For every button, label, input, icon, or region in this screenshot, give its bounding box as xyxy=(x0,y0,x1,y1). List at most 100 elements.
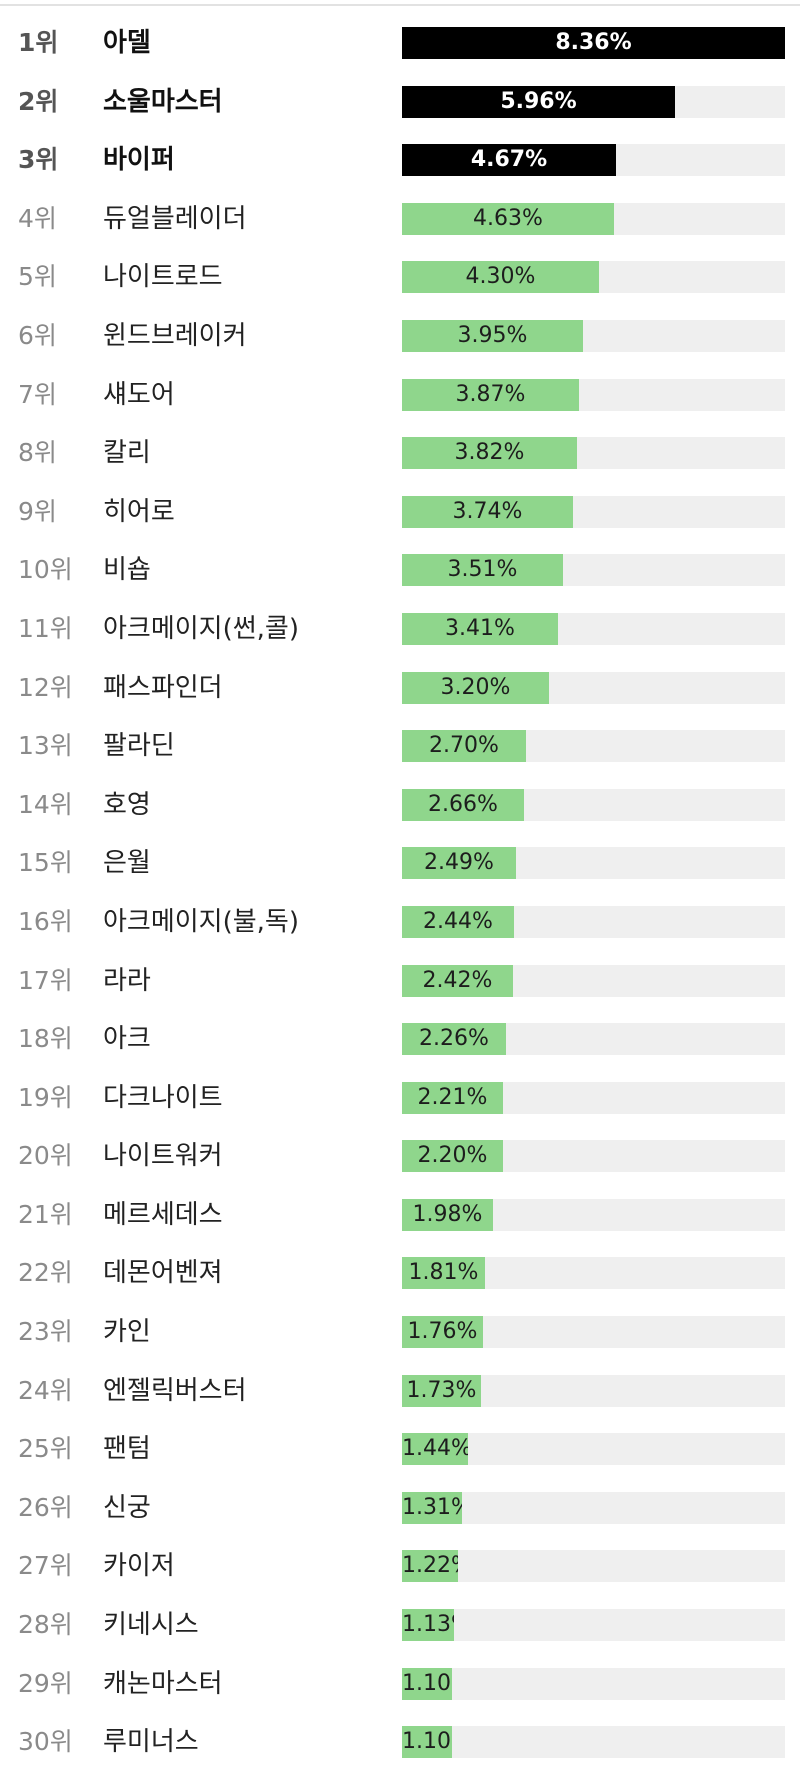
bar-track: 2.66% xyxy=(402,788,785,821)
ranking-row: 13위 팔라딘 2.70% xyxy=(0,717,800,776)
bar-track: 1.76% xyxy=(402,1316,785,1349)
job-name: 팬텀 xyxy=(103,1434,151,1465)
bar-track: 2.26% xyxy=(402,1023,785,1056)
bar-fill: 1.98% xyxy=(402,1198,493,1231)
percent-label: 4.30% xyxy=(465,264,536,290)
rank-label: 21위 xyxy=(18,1199,73,1229)
bar-fill: 3.20% xyxy=(402,671,549,704)
bar-track: 3.87% xyxy=(402,378,785,411)
rank-label: 28위 xyxy=(18,1610,73,1640)
percent-label: 1.44% xyxy=(402,1436,468,1462)
percent-label: 1.22% xyxy=(402,1553,458,1579)
ranking-row: 23위 카인 1.76% xyxy=(0,1303,800,1362)
bar-fill: 3.95% xyxy=(402,319,583,352)
ranking-row: 26위 신궁 1.31% xyxy=(0,1479,800,1538)
job-name: 데몬어벤져 xyxy=(103,1258,223,1289)
bar-track: 2.20% xyxy=(402,1140,785,1173)
bar-fill: 1.31% xyxy=(402,1491,462,1524)
job-name: 카인 xyxy=(103,1317,151,1348)
bar-fill: 4.67% xyxy=(402,144,616,177)
bar-track: 5.96% xyxy=(402,85,785,118)
bar-fill: 1.44% xyxy=(402,1433,468,1466)
bar-fill: 1.10% xyxy=(402,1667,452,1700)
bar-track: 4.30% xyxy=(402,261,785,294)
bar-fill: 1.10% xyxy=(402,1726,452,1759)
ranking-row: 24위 엔젤릭버스터 1.73% xyxy=(0,1362,800,1421)
ranking-row: 5위 나이트로드 4.30% xyxy=(0,248,800,307)
bar-fill: 4.30% xyxy=(402,261,599,294)
rank-label: 16위 xyxy=(18,906,73,936)
rank-label: 9위 xyxy=(18,496,57,526)
percent-label: 3.20% xyxy=(440,674,511,700)
ranking-row: 20위 나이트워커 2.20% xyxy=(0,1127,800,1186)
bar-track: 4.67% xyxy=(402,144,785,177)
rank-label: 7위 xyxy=(18,379,57,409)
bar-track: 8.36% xyxy=(402,27,785,59)
bar-track: 3.20% xyxy=(402,671,785,704)
rank-label: 27위 xyxy=(18,1551,73,1581)
job-name: 메르세데스 xyxy=(103,1199,223,1230)
job-name: 은월 xyxy=(103,848,151,879)
percent-label: 5.96% xyxy=(500,88,577,114)
percent-label: 3.74% xyxy=(452,498,523,524)
bar-track: 1.13% xyxy=(402,1609,785,1642)
job-name: 아크메이지(썬,콜) xyxy=(103,613,299,644)
bar-fill: 2.44% xyxy=(402,905,514,938)
bar-track: 1.31% xyxy=(402,1491,785,1524)
bar-fill: 2.21% xyxy=(402,1081,503,1114)
rank-label: 19위 xyxy=(18,1082,73,1112)
job-name: 비숍 xyxy=(103,555,151,586)
job-name: 호영 xyxy=(103,789,151,820)
ranking-bar-chart: 1위 아델 8.36% 2위 소울마스터 5.96% 3위 바이퍼 4.67% 4위 듀얼블레이더 4… xyxy=(0,14,800,1772)
job-name: 팔라딘 xyxy=(103,731,175,762)
bar-track: 3.82% xyxy=(402,437,785,470)
percent-label: 2.21% xyxy=(417,1084,488,1110)
job-name: 칼리 xyxy=(103,438,151,469)
rank-label: 6위 xyxy=(18,320,57,350)
bar-track: 1.73% xyxy=(402,1374,785,1407)
ranking-row: 15위 은월 2.49% xyxy=(0,834,800,893)
rank-label: 8위 xyxy=(18,438,57,468)
percent-label: 3.51% xyxy=(447,557,518,583)
bar-fill: 3.51% xyxy=(402,554,563,587)
bar-track: 2.70% xyxy=(402,730,785,763)
percent-label: 3.82% xyxy=(454,440,525,466)
percent-label: 4.67% xyxy=(470,147,548,173)
top-divider xyxy=(0,4,800,6)
job-name: 신궁 xyxy=(103,1492,151,1523)
ranking-row: 10위 비숍 3.51% xyxy=(0,541,800,600)
bar-fill: 5.96% xyxy=(402,85,675,118)
rank-label: 12위 xyxy=(18,672,73,702)
ranking-row: 16위 아크메이지(불,독) 2.44% xyxy=(0,893,800,952)
rank-label: 17위 xyxy=(18,965,73,995)
percent-label: 1.10% xyxy=(402,1729,452,1755)
percent-label: 2.49% xyxy=(424,850,494,876)
rank-label: 25위 xyxy=(18,1434,73,1464)
ranking-row: 11위 아크메이지(썬,콜) 3.41% xyxy=(0,600,800,659)
rank-label: 1위 xyxy=(18,28,59,57)
ranking-row: 29위 캐논마스터 1.10% xyxy=(0,1655,800,1714)
bar-track: 1.10% xyxy=(402,1667,785,1700)
rank-label: 13위 xyxy=(18,731,73,761)
bar-track: 2.42% xyxy=(402,964,785,997)
ranking-row: 6위 윈드브레이커 3.95% xyxy=(0,307,800,366)
bar-track: 1.22% xyxy=(402,1550,785,1583)
job-name: 바이퍼 xyxy=(103,145,175,176)
rank-label: 4위 xyxy=(18,203,57,233)
job-name: 아크메이지(불,독) xyxy=(103,906,299,937)
percent-label: 2.42% xyxy=(422,967,493,993)
bar-fill: 3.82% xyxy=(402,437,577,470)
ranking-row: 22위 데몬어벤져 1.81% xyxy=(0,1244,800,1303)
bar-fill: 8.36% xyxy=(402,27,785,59)
job-name: 루미너스 xyxy=(103,1727,199,1758)
rank-label: 15위 xyxy=(18,848,73,878)
rank-label: 14위 xyxy=(18,789,73,819)
bar-fill: 2.49% xyxy=(402,847,516,880)
percent-label: 2.66% xyxy=(428,791,498,817)
ranking-row: 25위 팬텀 1.44% xyxy=(0,1420,800,1479)
rank-label: 29위 xyxy=(18,1668,73,1698)
bar-fill: 2.66% xyxy=(402,788,524,821)
bar-fill: 2.20% xyxy=(402,1140,503,1173)
rank-label: 20위 xyxy=(18,1141,73,1171)
rank-label: 18위 xyxy=(18,1024,73,1054)
